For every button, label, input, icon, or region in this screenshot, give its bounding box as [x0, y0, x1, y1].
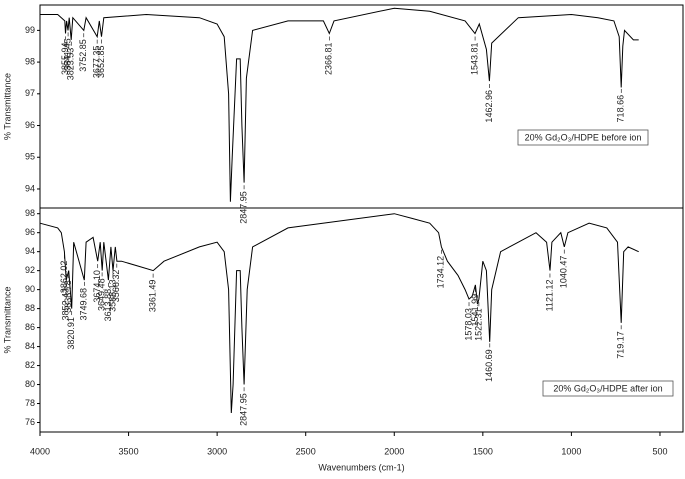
peak-label: 3361.49 — [147, 280, 157, 313]
x-tick-label: 500 — [652, 446, 667, 456]
peak-label: 3820.91 — [66, 317, 76, 350]
peak-label: 2366.81 — [324, 42, 334, 75]
peak-label: 719.17 — [616, 331, 626, 359]
peak-label: 3852.43 — [61, 288, 71, 321]
y-tick-label: 96 — [25, 227, 35, 237]
peak-label: 1460.69 — [484, 349, 494, 382]
peak-label: 2847.95 — [238, 191, 248, 224]
peak-label: 1578.03 — [463, 308, 473, 341]
peak-label: 3855.94 — [60, 42, 70, 75]
y-tick-label: 99 — [25, 25, 35, 35]
plot-frame — [39, 207, 684, 433]
peak-label: 1121.12 — [544, 279, 554, 311]
y-tick-label: 90 — [25, 284, 35, 294]
peak-label: 3823.53 — [66, 48, 76, 81]
y-tick-label: 94 — [25, 246, 35, 256]
note: 20% Gd₂O₃/HDPE after ion — [553, 383, 662, 393]
plot-frame — [39, 4, 684, 209]
peak-label: 1040.47 — [559, 256, 569, 289]
y-tick-label: 76 — [25, 417, 35, 427]
x-tick-label: 1500 — [473, 446, 493, 456]
y-tick-label: 92 — [25, 265, 35, 275]
peak-label: 3862.02 — [59, 261, 69, 294]
peak-label: 2847.95 — [238, 393, 248, 426]
y-tick-label: 94 — [25, 183, 35, 193]
peak-label: 3566.32 — [111, 270, 121, 303]
peak-label: 3588.13 — [107, 279, 117, 312]
peak-label: 3613.88 — [103, 289, 113, 322]
peak-label: 3841.45 — [62, 38, 72, 71]
spectrum-line — [39, 213, 639, 414]
y-tick-label: 86 — [25, 322, 35, 332]
y-tick-label: 78 — [25, 398, 35, 408]
y-tick-label: 98 — [25, 56, 35, 66]
x-axis-label: Wavenumbers (cm-1) — [318, 462, 404, 472]
x-tick-label: 3000 — [207, 446, 227, 456]
peak-label: 1522.31 — [473, 308, 483, 341]
peak-label: 3677.35 — [92, 46, 102, 79]
y-tick-label: 95 — [25, 152, 35, 162]
y-tick-label: 98 — [25, 208, 35, 218]
x-tick-label: 1000 — [561, 446, 581, 456]
peak-label: 1541.99 — [470, 294, 480, 327]
peak-label: 3838.78 — [63, 280, 73, 313]
spectrum-line — [40, 7, 639, 202]
peak-label: 3749.68 — [79, 288, 89, 321]
peak-label: 3652.85 — [96, 45, 106, 78]
y-axis-label: % Transmittance — [2, 286, 12, 353]
note-box — [542, 380, 674, 397]
x-tick-label: 2500 — [296, 446, 316, 456]
y-tick-label: 88 — [25, 303, 35, 313]
y-tick-label: 97 — [25, 88, 35, 98]
x-tick-label: 2000 — [384, 446, 404, 456]
peak-label: 3649.48 — [96, 278, 106, 311]
peak-label: 1734.12 — [436, 256, 446, 289]
note-box — [517, 129, 649, 146]
y-tick-label: 84 — [25, 341, 35, 351]
y-tick-label: 96 — [25, 120, 35, 130]
y-axis-label: % Transmittance — [2, 73, 12, 140]
peak-label: 3752.85 — [78, 39, 88, 72]
y-tick-label: 82 — [25, 360, 35, 370]
y-tick-label: 80 — [25, 379, 35, 389]
peak-label: 718.66 — [616, 95, 626, 123]
x-tick-label: 3500 — [119, 446, 139, 456]
peak-label: 1462.96 — [484, 90, 494, 123]
x-tick-label: 4000 — [30, 446, 50, 456]
note: 20% Gd₂O₃/HDPE before ion — [525, 132, 642, 142]
peak-label: 3674.10 — [92, 270, 102, 303]
peak-label: 1543.81 — [469, 42, 479, 75]
